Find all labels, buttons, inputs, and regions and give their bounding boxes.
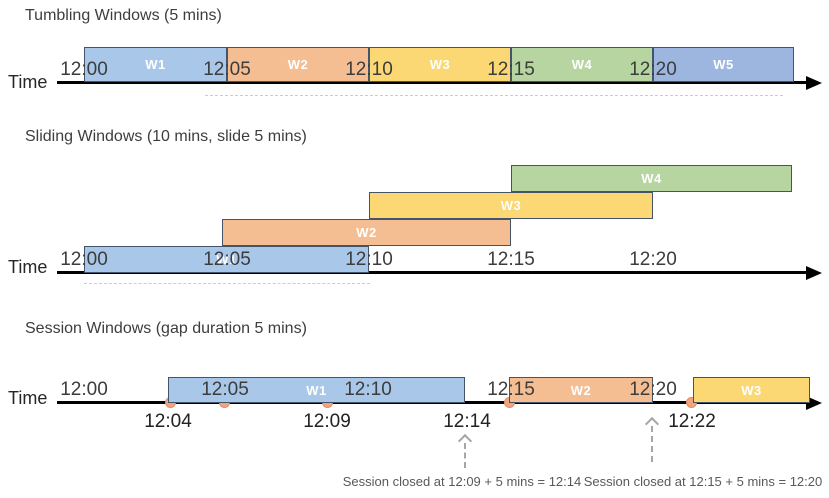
axis-tick-label: 12:15: [487, 249, 535, 270]
event-time-label: 12:14: [443, 411, 491, 432]
axis-tick-label: 12:10: [344, 379, 392, 400]
axis-tick-label: 12:15: [487, 59, 535, 80]
window-label: W2: [570, 382, 592, 398]
axis-tick-label: 12:10: [345, 59, 393, 80]
tumbling-time-axis-label: Time: [8, 72, 48, 92]
window-box-w1: W1: [84, 47, 227, 82]
window-label: W3: [741, 382, 762, 398]
timeline-axis: [57, 271, 806, 274]
window-label: W1: [145, 57, 166, 72]
window-box-w4: W4: [511, 165, 792, 192]
tumbling-title: Tumbling Windows (5 mins): [25, 7, 222, 24]
session-time-axis-label: Time: [8, 388, 48, 408]
window-box-w2: W2: [509, 377, 653, 403]
dashed-arrow-line: [651, 426, 653, 462]
window-box-w3: W3: [693, 377, 810, 403]
axis-tick-label: 12:00: [60, 249, 108, 270]
axis-tick-label: 12:20: [629, 249, 677, 270]
timeline-arrowhead-icon: [806, 265, 822, 280]
window-label: W4: [571, 57, 593, 72]
axis-tick-label: 12:20: [629, 59, 677, 80]
window-label: W1: [306, 382, 327, 398]
window-box-w3: W3: [369, 192, 653, 219]
event-time-label: 12:22: [668, 411, 716, 432]
axis-tick-label: 12:10: [345, 249, 393, 270]
axis-tick-label: 12:05: [203, 59, 251, 80]
timeline-axis: [57, 81, 806, 84]
window-label: W2: [287, 57, 309, 72]
axis-tick-label: 12:05: [201, 379, 249, 400]
window-label: W3: [429, 57, 451, 72]
axis-tick-label: 12:00: [60, 59, 108, 80]
event-time-label: 12:09: [303, 411, 351, 432]
window-box-w4: W4: [511, 47, 653, 82]
window-label: W2: [356, 225, 377, 240]
axis-tick-label: 12:15: [487, 379, 535, 400]
faint-dashed-line: [205, 95, 783, 96]
axis-tick-label: 12:05: [203, 249, 251, 270]
window-box-w1: W1: [84, 246, 369, 273]
axis-tick-label: 12:20: [629, 379, 677, 400]
window-label: W5: [713, 57, 734, 72]
faint-dashed-line: [84, 283, 370, 284]
session-closed-annotation: Session closed at 12:09 + 5 mins = 12:14: [342, 474, 582, 489]
window-box-w3: W3: [369, 47, 511, 82]
window-label: W3: [500, 198, 522, 213]
timeline-arrowhead-icon: [806, 75, 822, 90]
timeline-arrowhead-icon: [806, 395, 822, 410]
sliding-time-axis-label: Time: [8, 257, 48, 277]
window-box-w2: W2: [222, 219, 511, 246]
window-box-w2: W2: [227, 47, 369, 82]
session-closed-annotation: Session closed at 12:15 + 5 mins = 12:20: [583, 474, 823, 489]
window-label: W1: [216, 252, 237, 267]
window-box-w1: W1: [168, 377, 465, 403]
event-time-label: 12:04: [144, 411, 192, 432]
dashed-arrow-line: [464, 443, 466, 468]
sliding-title: Sliding Windows (10 mins, slide 5 mins): [25, 128, 307, 145]
session-title: Session Windows (gap duration 5 mins): [25, 320, 307, 337]
axis-tick-label: 12:00: [60, 379, 108, 400]
window-label: W4: [641, 171, 662, 186]
window-box-w5: W5: [653, 47, 794, 82]
